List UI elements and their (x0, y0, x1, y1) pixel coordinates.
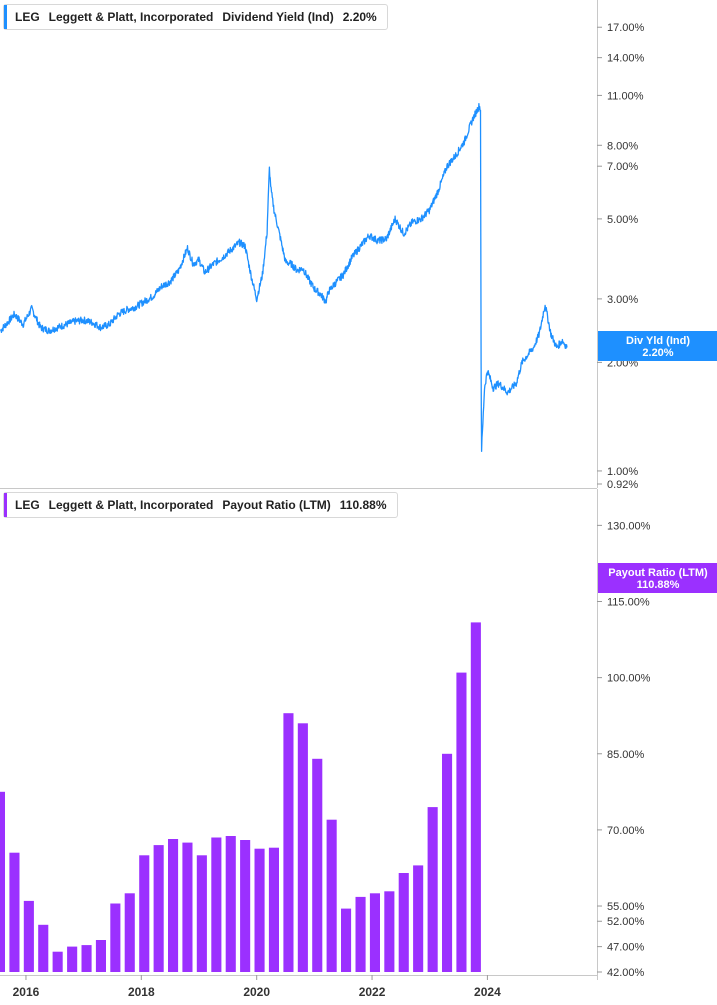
payout-y-tick-label: 130.00% (607, 520, 651, 532)
payout-bar (240, 840, 251, 972)
payout-y-tick-label: 47.00% (607, 942, 645, 954)
yield-legend-swatch (4, 5, 7, 29)
payout-bar (81, 945, 92, 972)
yield-y-tick-label: 1.00% (607, 466, 638, 478)
x-tick-label: 2024 (474, 985, 501, 999)
payout-bar (398, 873, 409, 972)
x-tick-label: 2018 (128, 985, 155, 999)
payout-bar (95, 940, 106, 972)
yield-y-tick-label: 5.00% (607, 214, 638, 226)
payout-y-ticks: 130.00% 115.00% 100.00% 85.00% 70.00% 55.00% 5… (597, 520, 651, 979)
yield-value-badge: Div Yld (Ind) 2.20% (598, 331, 717, 361)
payout-badge-value: 110.88% (637, 579, 680, 591)
payout-y-tick-label: 52.00% (607, 916, 645, 928)
yield-y-ticks: 17.00%14.00%11.00%8.00%7.00%5.00%3.00%2.… (597, 22, 645, 491)
payout-legend-company: Leggett & Platt, Incorporated (48, 498, 214, 512)
payout-bar (442, 753, 453, 972)
payout-bar (38, 924, 49, 972)
payout-value-badge: Payout Ratio (LTM) 110.88% (598, 563, 717, 593)
yield-y-tick-label: 8.00% (607, 140, 638, 152)
yield-y-tick-label: 0.92% (607, 479, 638, 491)
payout-legend-value: 110.88% (339, 498, 387, 512)
payout-bar (312, 758, 323, 972)
payout-y-tick-label: 42.00% (607, 967, 645, 979)
payout-bar (67, 946, 78, 972)
payout-bar (196, 855, 207, 972)
payout-bar (124, 893, 135, 972)
x-tick-label: 2022 (359, 985, 386, 999)
payout-bar (283, 713, 294, 972)
payout-bar (456, 672, 467, 972)
yield-legend-ticker: LEG (15, 10, 40, 24)
payout-badge-bg (598, 563, 717, 593)
yield-legend-company: Leggett & Platt, Incorporated (48, 10, 214, 24)
x-tick-label: 2020 (243, 985, 270, 999)
payout-bar (326, 819, 337, 972)
yield-legend-metric: Dividend Yield (Ind) (222, 10, 334, 24)
yield-badge-label: Div Yld (Ind) (626, 335, 690, 347)
payout-legend-swatch (4, 493, 7, 517)
payout-badge-label: Payout Ratio (LTM) (608, 567, 708, 579)
payout-bar (110, 903, 121, 972)
x-tick-label: 2016 (13, 985, 40, 999)
payout-y-tick-label: 85.00% (607, 749, 645, 761)
payout-y-tick-label: 70.00% (607, 825, 645, 837)
yield-y-tick-label: 11.00% (607, 90, 644, 102)
axis-frame (0, 0, 598, 980)
payout-bar (168, 839, 179, 972)
payout-bar (23, 900, 34, 972)
payout-legend: LEG Leggett & Platt, Incorporated Payout… (3, 492, 398, 518)
payout-bar (254, 848, 265, 972)
payout-bar (384, 891, 395, 972)
payout-bar (52, 951, 63, 972)
payout-y-tick-label: 115.00% (607, 597, 650, 609)
payout-y-tick-label: 100.00% (607, 673, 651, 685)
payout-bar (9, 852, 20, 972)
payout-bar (470, 622, 481, 972)
yield-badge-bg (598, 331, 717, 361)
payout-bar (153, 845, 164, 972)
payout-bar (297, 723, 308, 972)
yield-y-tick-label: 17.00% (607, 22, 645, 34)
payout-bar (0, 791, 5, 972)
payout-bar (369, 893, 380, 972)
payout-bar (427, 807, 438, 972)
yield-y-tick-label: 7.00% (607, 161, 638, 173)
payout-bar (268, 847, 279, 972)
yield-badge-value: 2.20% (642, 347, 673, 359)
payout-bar (182, 842, 193, 972)
x-axis-ticks: 2016 2018 2020 2022 2024 (13, 975, 501, 999)
yield-legend: LEG Leggett & Platt, Incorporated Divide… (3, 4, 388, 30)
payout-bar (341, 908, 352, 972)
dividend-yield-line (0, 102, 568, 452)
payout-bar (225, 836, 236, 972)
payout-bar (211, 837, 222, 972)
yield-y-tick-label: 3.00% (607, 294, 638, 306)
payout-legend-ticker: LEG (15, 498, 40, 512)
yield-y-tick-label: 14.00% (607, 53, 645, 65)
payout-bar (355, 896, 366, 972)
payout-legend-metric: Payout Ratio (LTM) (222, 498, 331, 512)
payout-y-tick-label: 55.00% (607, 901, 645, 913)
yield-legend-value: 2.20% (342, 10, 377, 24)
payout-bar (139, 855, 150, 972)
payout-bar (413, 865, 424, 972)
payout-bars (0, 622, 481, 972)
